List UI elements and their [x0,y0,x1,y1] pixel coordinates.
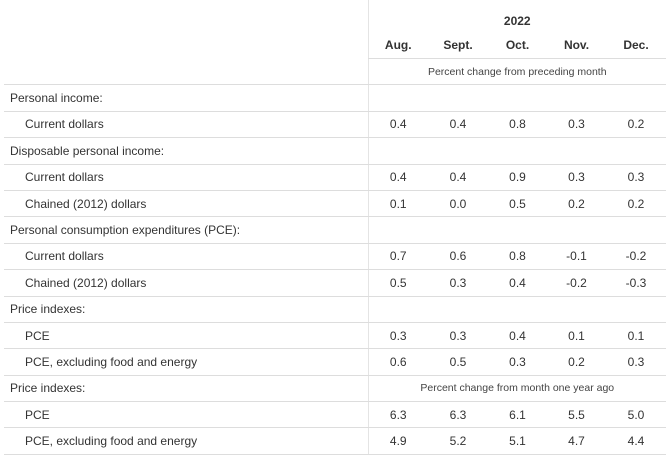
cell-value: 0.7 [367,243,428,271]
row-label: Chained (2012) dollars [4,269,368,297]
cell-value: 6.3 [428,401,488,429]
cell-value: 0.4 [428,111,488,139]
section-title: Personal income: [4,84,368,112]
data-table: 2022 Aug. Sept. Oct. Nov. Dec. Percent change … [4,0,667,455]
data-row: Current dollars 0.4 0.4 0.8 0.3 0.2 [4,111,667,139]
note-row: Percent change from preceding month [4,58,667,86]
cell-value: 0.0 [428,190,488,218]
cell-value: 0.4 [488,269,547,297]
data-row: Current dollars 0.4 0.4 0.9 0.3 0.3 [4,164,667,191]
cell-value: 4.4 [606,427,667,455]
cell-value: 0.3 [606,164,667,191]
row-label: Current dollars [4,111,368,139]
data-row: Chained (2012) dollars 0.5 0.3 0.4 -0.2 -0.3 [4,269,667,297]
cell-value: 0.2 [606,190,667,218]
cell-value: 0.9 [488,164,547,191]
section-row: Disposable personal income: [4,137,667,165]
blank [367,216,667,244]
cell-value: 0.1 [606,322,667,350]
cell-value: 0.3 [367,322,428,350]
cell-value: 4.9 [367,427,428,455]
cell-value: 0.5 [488,190,547,218]
cell-value: 0.6 [367,348,428,376]
cell-value: 6.1 [488,401,547,429]
column-header: Oct. [488,32,547,59]
cell-value: 0.4 [428,164,488,191]
section-row: Personal income: [4,84,667,112]
cell-value: 0.3 [547,164,606,191]
data-row: PCE, excluding food and energy 4.9 5.2 5.1 4… [4,427,667,455]
data-row: Current dollars 0.7 0.6 0.8 -0.1 -0.2 [4,243,667,271]
cell-value: -0.2 [547,269,606,297]
cell-value: 0.2 [547,190,606,218]
year-row: 2022 [4,0,667,32]
year: 2022 [367,0,667,32]
column-header: Sept. [428,32,488,59]
blank [367,84,667,112]
data-row: PCE 0.3 0.3 0.4 0.1 0.1 [4,322,667,350]
row-label: PCE [4,322,368,350]
cell-value: 0.4 [367,164,428,191]
column-note: Percent change from preceding month [367,58,667,86]
blank [4,32,368,59]
cell-value: 0.3 [428,269,488,297]
column-header: Nov. [547,32,606,59]
cell-value: -0.3 [606,269,667,297]
blank [367,137,667,165]
cell-value: 0.3 [606,348,667,376]
cell-value: 0.2 [606,111,667,139]
row-label: Current dollars [4,243,368,271]
cell-value: 0.3 [488,348,547,376]
data-row: Chained (2012) dollars 0.1 0.0 0.5 0.2 0.2 [4,190,667,218]
column-header: Dec. [606,32,667,59]
cell-value: 5.2 [428,427,488,455]
cell-value: 4.7 [547,427,606,455]
section-title: Personal consumption expenditures (PCE): [4,216,368,244]
section-title: Price indexes: [4,296,368,323]
cell-value: 0.3 [547,111,606,139]
section-row: Price indexes: Percent change from month … [4,375,667,403]
cell-value: 5.5 [547,401,606,429]
cell-value: 6.3 [367,401,428,429]
cell-value: -0.1 [547,243,606,271]
cell-value: 0.2 [547,348,606,376]
column-header-row: Aug. Sept. Oct. Nov. Dec. [4,32,667,59]
section-note: Percent change from month one year ago [367,375,667,403]
column-header: Aug. [367,32,428,59]
cell-value: 0.8 [488,243,547,271]
cell-value: 0.1 [547,322,606,350]
blank [4,58,368,86]
cell-value: 0.6 [428,243,488,271]
cell-value: 5.1 [488,427,547,455]
cell-value: 0.5 [428,348,488,376]
row-label: PCE [4,401,368,429]
blank [4,0,368,32]
blank [367,296,667,323]
cell-value: 0.1 [367,190,428,218]
cell-value: 0.5 [367,269,428,297]
section-row: Price indexes: [4,296,667,323]
section-title: Disposable personal income: [4,137,368,165]
data-row: PCE, excluding food and energy 0.6 0.5 0.3 0… [4,348,667,376]
cell-value: -0.2 [606,243,667,271]
cell-value: 0.3 [428,322,488,350]
row-label: Current dollars [4,164,368,191]
cell-value: 0.4 [367,111,428,139]
cell-value: 0.4 [488,322,547,350]
cell-value: 0.8 [488,111,547,139]
data-row: PCE 6.3 6.3 6.1 5.5 5.0 [4,401,667,429]
row-label: PCE, excluding food and energy [4,427,368,455]
row-label: PCE, excluding food and energy [4,348,368,376]
section-row: Personal consumption expenditures (PCE): [4,216,667,244]
row-label: Chained (2012) dollars [4,190,368,218]
section-title: Price indexes: [4,375,368,403]
cell-value: 5.0 [606,401,667,429]
